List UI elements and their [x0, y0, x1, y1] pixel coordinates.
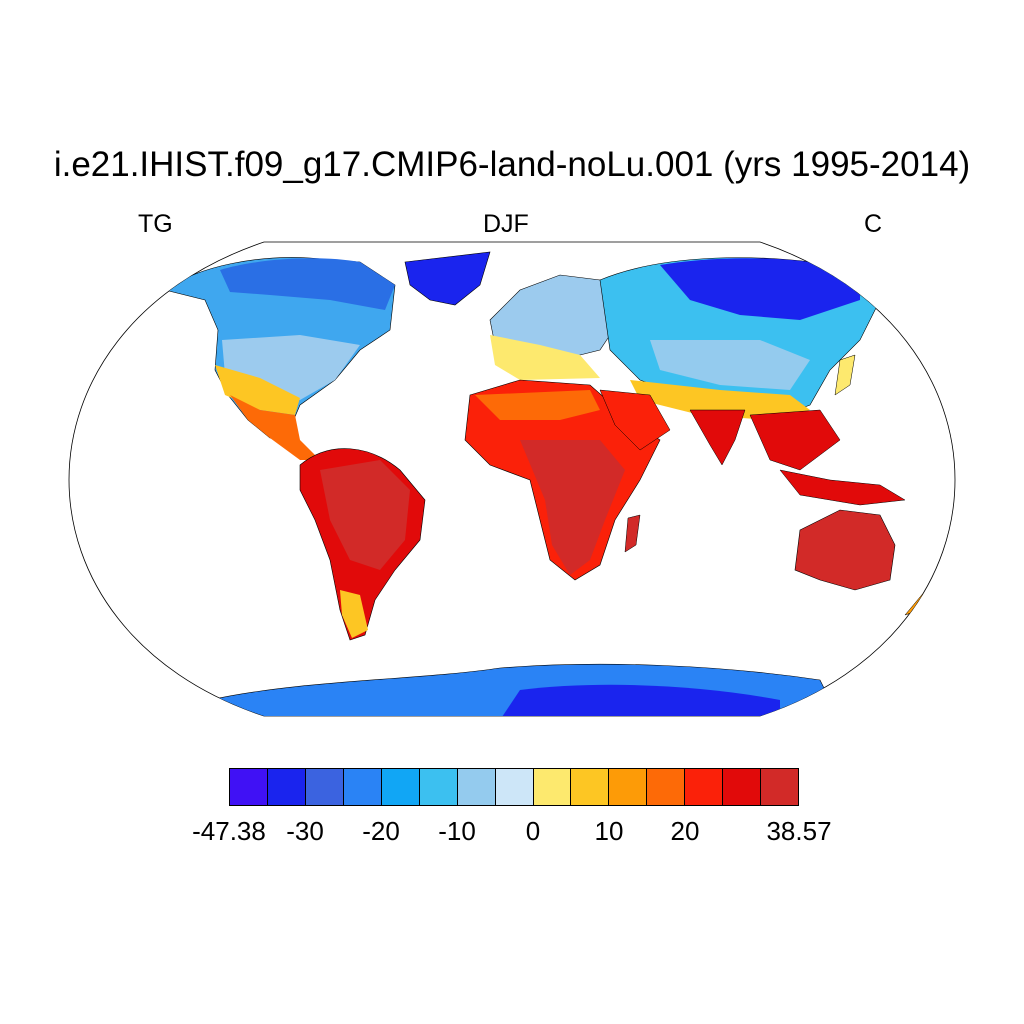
colorbar-segment-9 — [571, 769, 610, 805]
colorbar-segment-10 — [609, 769, 648, 805]
central-asia — [650, 340, 810, 390]
antarctica-interior — [500, 684, 780, 716]
units-label: C — [864, 210, 883, 238]
colorbar-segment-8 — [533, 769, 572, 805]
india — [689, 409, 746, 466]
colorbar-tick: -20 — [362, 816, 400, 846]
colorbar-segment-6 — [457, 769, 496, 805]
north-america-cold — [220, 258, 395, 310]
colorbar-segment-13 — [723, 769, 762, 805]
plot-title: i.e21.IHIST.f09_g17.CMIP6-land-noLu.001 … — [53, 145, 971, 184]
colorbar-min-label: -47.38 — [192, 816, 266, 846]
colorbar-tick: -10 — [438, 816, 476, 846]
colorbar-segment-5 — [419, 769, 458, 805]
indonesia — [779, 469, 906, 506]
australia — [794, 509, 896, 591]
japan — [834, 354, 856, 396]
sahara — [475, 390, 600, 420]
south-america-inner — [320, 460, 410, 570]
colorbar-tick: 10 — [594, 816, 624, 846]
colorbar-segment-3 — [343, 769, 382, 805]
colorbar-segment-11 — [647, 769, 686, 805]
colorbar-tick: 20 — [670, 816, 700, 846]
colorbar-segment-2 — [305, 769, 344, 805]
colorbar-segment-4 — [381, 769, 420, 805]
north-america-warm — [215, 365, 300, 415]
colorbar-max-label: 38.57 — [766, 816, 832, 846]
central-america — [230, 395, 320, 460]
arabia — [599, 389, 671, 451]
colorbar-segment-14 — [761, 769, 799, 805]
europe-south — [490, 335, 600, 380]
patagonia — [340, 590, 368, 638]
madagascar — [624, 514, 641, 553]
southeast-asia — [749, 409, 841, 471]
greenland — [404, 251, 491, 306]
colorbar-segment-7 — [495, 769, 534, 805]
colorbar-tick: 0 — [525, 816, 541, 846]
variable-label: TG — [138, 210, 173, 238]
colorbar-segment-1 — [267, 769, 306, 805]
colorbar — [229, 768, 799, 806]
colorbar-segment-12 — [685, 769, 724, 805]
season-label: DJF — [483, 210, 529, 238]
colorbar-segment-0 — [230, 769, 268, 805]
africa-central — [520, 440, 625, 575]
colorbar-tick: -30 — [286, 816, 324, 846]
siberia — [660, 258, 860, 320]
south-asia-band — [630, 380, 810, 420]
